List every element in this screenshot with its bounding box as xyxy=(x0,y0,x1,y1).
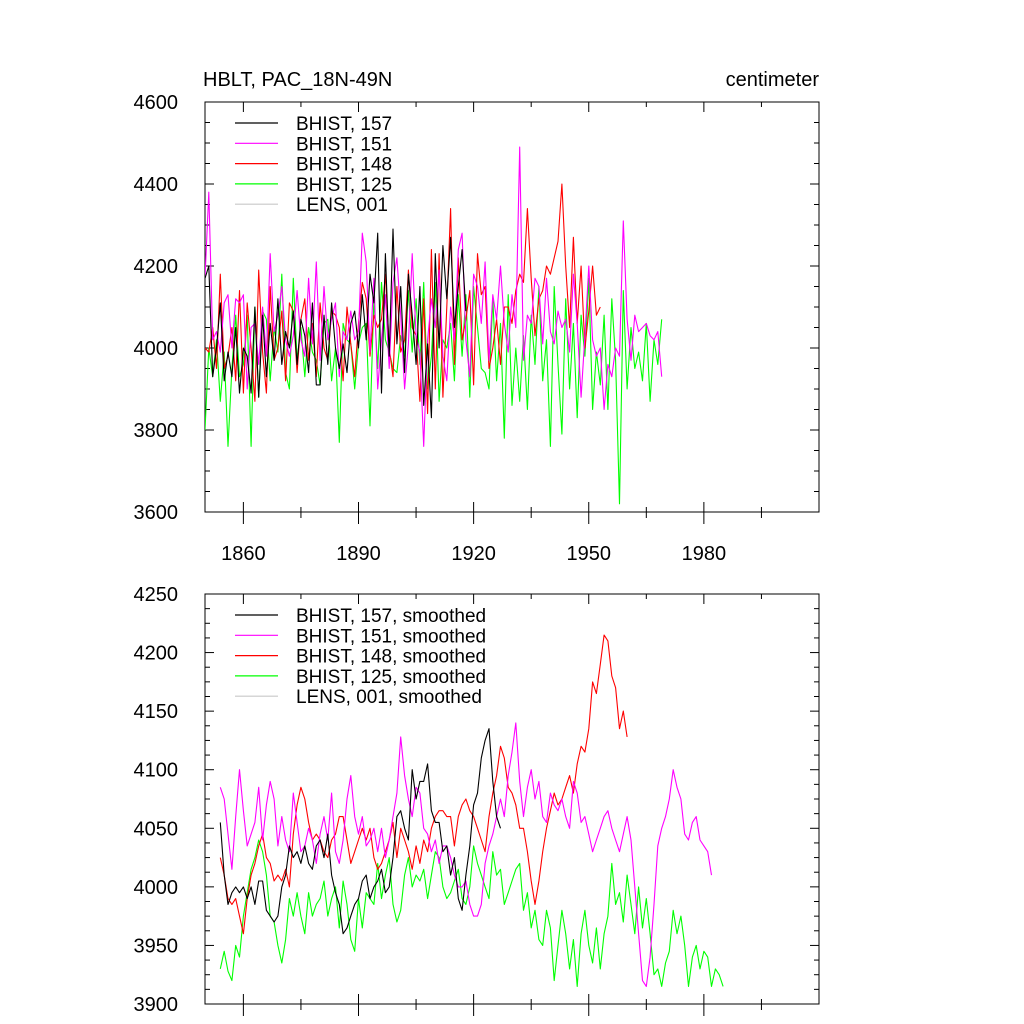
y-tick-label: 4400 xyxy=(134,174,179,196)
y-tick-label: 4250 xyxy=(134,584,179,606)
top-panel: HBLT, PAC_18N-49N centimeter 3600 3800 400… xyxy=(134,69,820,565)
chart-title: HBLT, PAC_18N-49N xyxy=(203,69,392,91)
y-tick-label: 4000 xyxy=(134,877,179,899)
series-line xyxy=(205,183,601,415)
legend-label: BHIST, 157, smoothed xyxy=(296,606,486,627)
y-tick-label: 4200 xyxy=(134,643,179,665)
legend-label: BHIST, 148 xyxy=(296,155,392,176)
legend-label: LENS, 001 xyxy=(296,195,388,216)
series-group xyxy=(219,634,724,987)
y-tick-label: 4000 xyxy=(134,338,179,360)
x-tick-label: 1890 xyxy=(336,543,381,565)
legend-label: BHIST, 125, smoothed xyxy=(296,667,486,688)
y-tick-label: 4150 xyxy=(134,701,179,723)
y-tick-label: 3950 xyxy=(134,935,179,957)
x-tick-label: 1860 xyxy=(221,543,266,565)
series-line xyxy=(219,634,628,935)
legend-label: BHIST, 151 xyxy=(296,134,392,155)
series-line xyxy=(205,228,467,419)
y-tick-label: 4200 xyxy=(134,256,179,278)
x-tick-label: 1980 xyxy=(682,543,727,565)
legend-label: BHIST, 157 xyxy=(296,114,392,135)
legend-label: BHIST, 151, smoothed xyxy=(296,626,486,647)
series-line xyxy=(219,728,502,935)
y-tick-label: 3800 xyxy=(134,420,179,442)
series-group xyxy=(205,146,663,505)
series-line xyxy=(219,839,724,987)
x-tick-label: 1920 xyxy=(451,543,496,565)
units-label: centimeter xyxy=(726,69,820,91)
x-tick-label: 1950 xyxy=(567,543,612,565)
y-tick-label: 3600 xyxy=(134,502,179,524)
series-line xyxy=(219,722,713,987)
y-tick-label: 4100 xyxy=(134,760,179,782)
y-tick-label: 4050 xyxy=(134,818,179,840)
y-tick-label: 4600 xyxy=(134,92,179,114)
legend-label: BHIST, 125 xyxy=(296,175,392,196)
y-tick-label: 3900 xyxy=(134,994,179,1016)
bottom-panel: 3900 3950 4000 4050 4100 4150 4200 4250 BHIST, 1… xyxy=(134,584,820,1016)
legend-label: LENS, 001, smoothed xyxy=(296,687,482,708)
legend-label: BHIST, 148, smoothed xyxy=(296,647,486,668)
